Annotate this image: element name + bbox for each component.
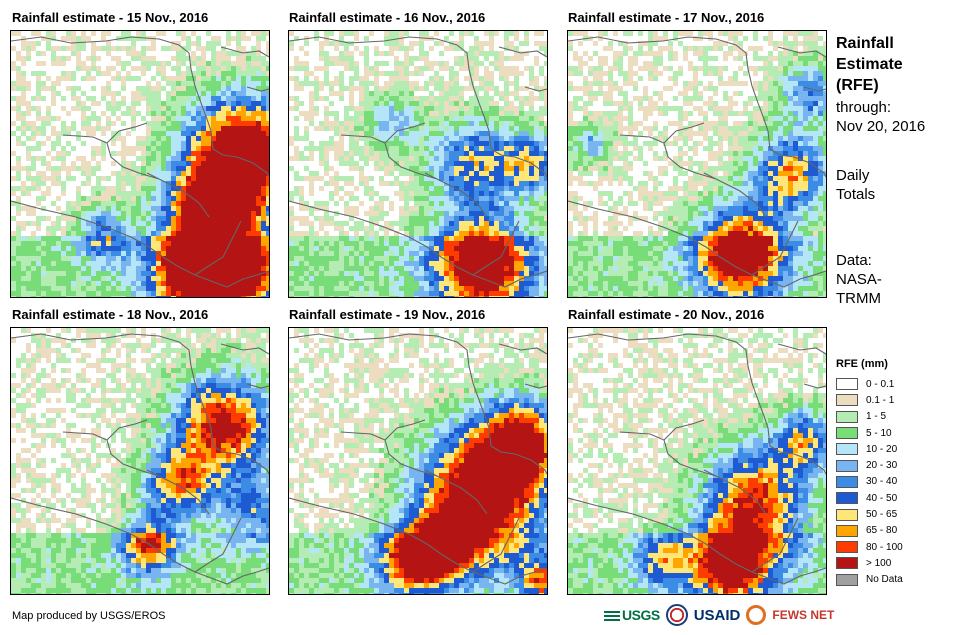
usgs-logo: USGS	[604, 607, 660, 623]
rainfall-map-16-nov	[288, 30, 548, 298]
panel-title: Rainfall estimate - 17 Nov., 2016	[568, 10, 765, 25]
through-date: Nov 20, 2016	[836, 118, 926, 135]
legend-swatch	[836, 573, 858, 586]
legend-label: 10 - 20	[866, 443, 898, 455]
credit-text: Map produced by USGS/EROS	[12, 610, 166, 622]
panel-title: Rainfall estimate - 18 Nov., 2016	[12, 307, 209, 322]
legend-swatch	[836, 508, 858, 521]
totals-block: Daily Totals	[836, 166, 875, 204]
panel-title: Rainfall estimate - 20 Nov., 2016	[568, 307, 765, 322]
legend-swatch	[836, 427, 858, 440]
title-line: Estimate	[836, 56, 903, 73]
legend-swatch	[836, 492, 858, 505]
data-source-line: Data:	[836, 252, 872, 269]
panel-title: Rainfall estimate - 16 Nov., 2016	[289, 10, 486, 25]
title-line: (RFE)	[836, 77, 879, 94]
legend-label: 20 - 30	[866, 460, 898, 472]
rainfall-map-15-nov	[10, 30, 270, 298]
legend-item: 0.1 - 1	[836, 392, 903, 408]
legend-swatch	[836, 475, 858, 488]
rainfall-map-18-nov	[10, 327, 270, 595]
legend-item: 20 - 30	[836, 457, 903, 473]
legend-swatch	[836, 459, 858, 472]
legend-item: 30 - 40	[836, 474, 903, 490]
logo-strip: USGS USAID FEWS NET	[604, 604, 834, 626]
legend-label: > 100	[866, 557, 892, 569]
legend-swatch	[836, 443, 858, 456]
legend-swatch	[836, 524, 858, 537]
rainfall-map-19-nov	[288, 327, 548, 595]
legend-item: 5 - 10	[836, 425, 903, 441]
legend-item: > 100	[836, 555, 903, 571]
legend-item: 65 - 80	[836, 523, 903, 539]
legend-item: 50 - 65	[836, 506, 903, 522]
totals-line: Daily	[836, 167, 870, 184]
usgs-wave-icon	[604, 609, 620, 621]
through-label: through:	[836, 99, 892, 116]
data-source-line: TRMM	[836, 290, 881, 307]
legend-label: 0.1 - 1	[866, 394, 895, 406]
legend-item: No Data	[836, 572, 903, 588]
legend-swatch	[836, 410, 858, 423]
legend-swatch	[836, 541, 858, 554]
legend-item: 1 - 5	[836, 409, 903, 425]
fews-net-logo: FEWS NET	[772, 608, 835, 622]
data-source-block: Data: NASA- TRMM	[836, 251, 882, 308]
legend-label: 1 - 5	[866, 411, 887, 423]
legend-item: 80 - 100	[836, 539, 903, 555]
legend: 0 - 0.1 0.1 - 1 1 - 5 5 - 10 10 - 20 20 - 30 3…	[836, 376, 903, 588]
title-line: Rainfall	[836, 35, 894, 52]
legend-title: RFE (mm)	[836, 358, 888, 370]
legend-label: 30 - 40	[866, 476, 898, 488]
map-title: Rainfall Estimate (RFE)	[836, 33, 903, 96]
legend-item: 10 - 20	[836, 441, 903, 457]
legend-label: 65 - 80	[866, 525, 898, 537]
legend-swatch	[836, 394, 858, 407]
panel-title: Rainfall estimate - 15 Nov., 2016	[12, 10, 209, 25]
totals-line: Totals	[836, 186, 876, 203]
legend-label: 0 - 0.1	[866, 378, 895, 390]
fews-globe-icon	[746, 605, 767, 625]
legend-label: 50 - 65	[866, 509, 898, 521]
data-source-line: NASA-	[836, 271, 882, 288]
usgs-logo-text: USGS	[622, 607, 660, 623]
usaid-seal-icon	[665, 604, 688, 626]
legend-item: 40 - 50	[836, 490, 903, 506]
panel-title: Rainfall estimate - 19 Nov., 2016	[289, 307, 486, 322]
rainfall-map-20-nov	[567, 327, 827, 595]
legend-label: 5 - 10	[866, 427, 892, 439]
legend-swatch	[836, 378, 858, 391]
legend-label: 40 - 50	[866, 492, 898, 504]
legend-label: No Data	[866, 574, 903, 586]
legend-item: 0 - 0.1	[836, 376, 903, 392]
through-date-block: through: Nov 20, 2016	[836, 98, 925, 136]
rainfall-map-17-nov	[567, 30, 827, 298]
legend-label: 80 - 100	[866, 541, 903, 553]
usaid-logo: USAID	[693, 606, 741, 624]
legend-swatch	[836, 557, 858, 570]
